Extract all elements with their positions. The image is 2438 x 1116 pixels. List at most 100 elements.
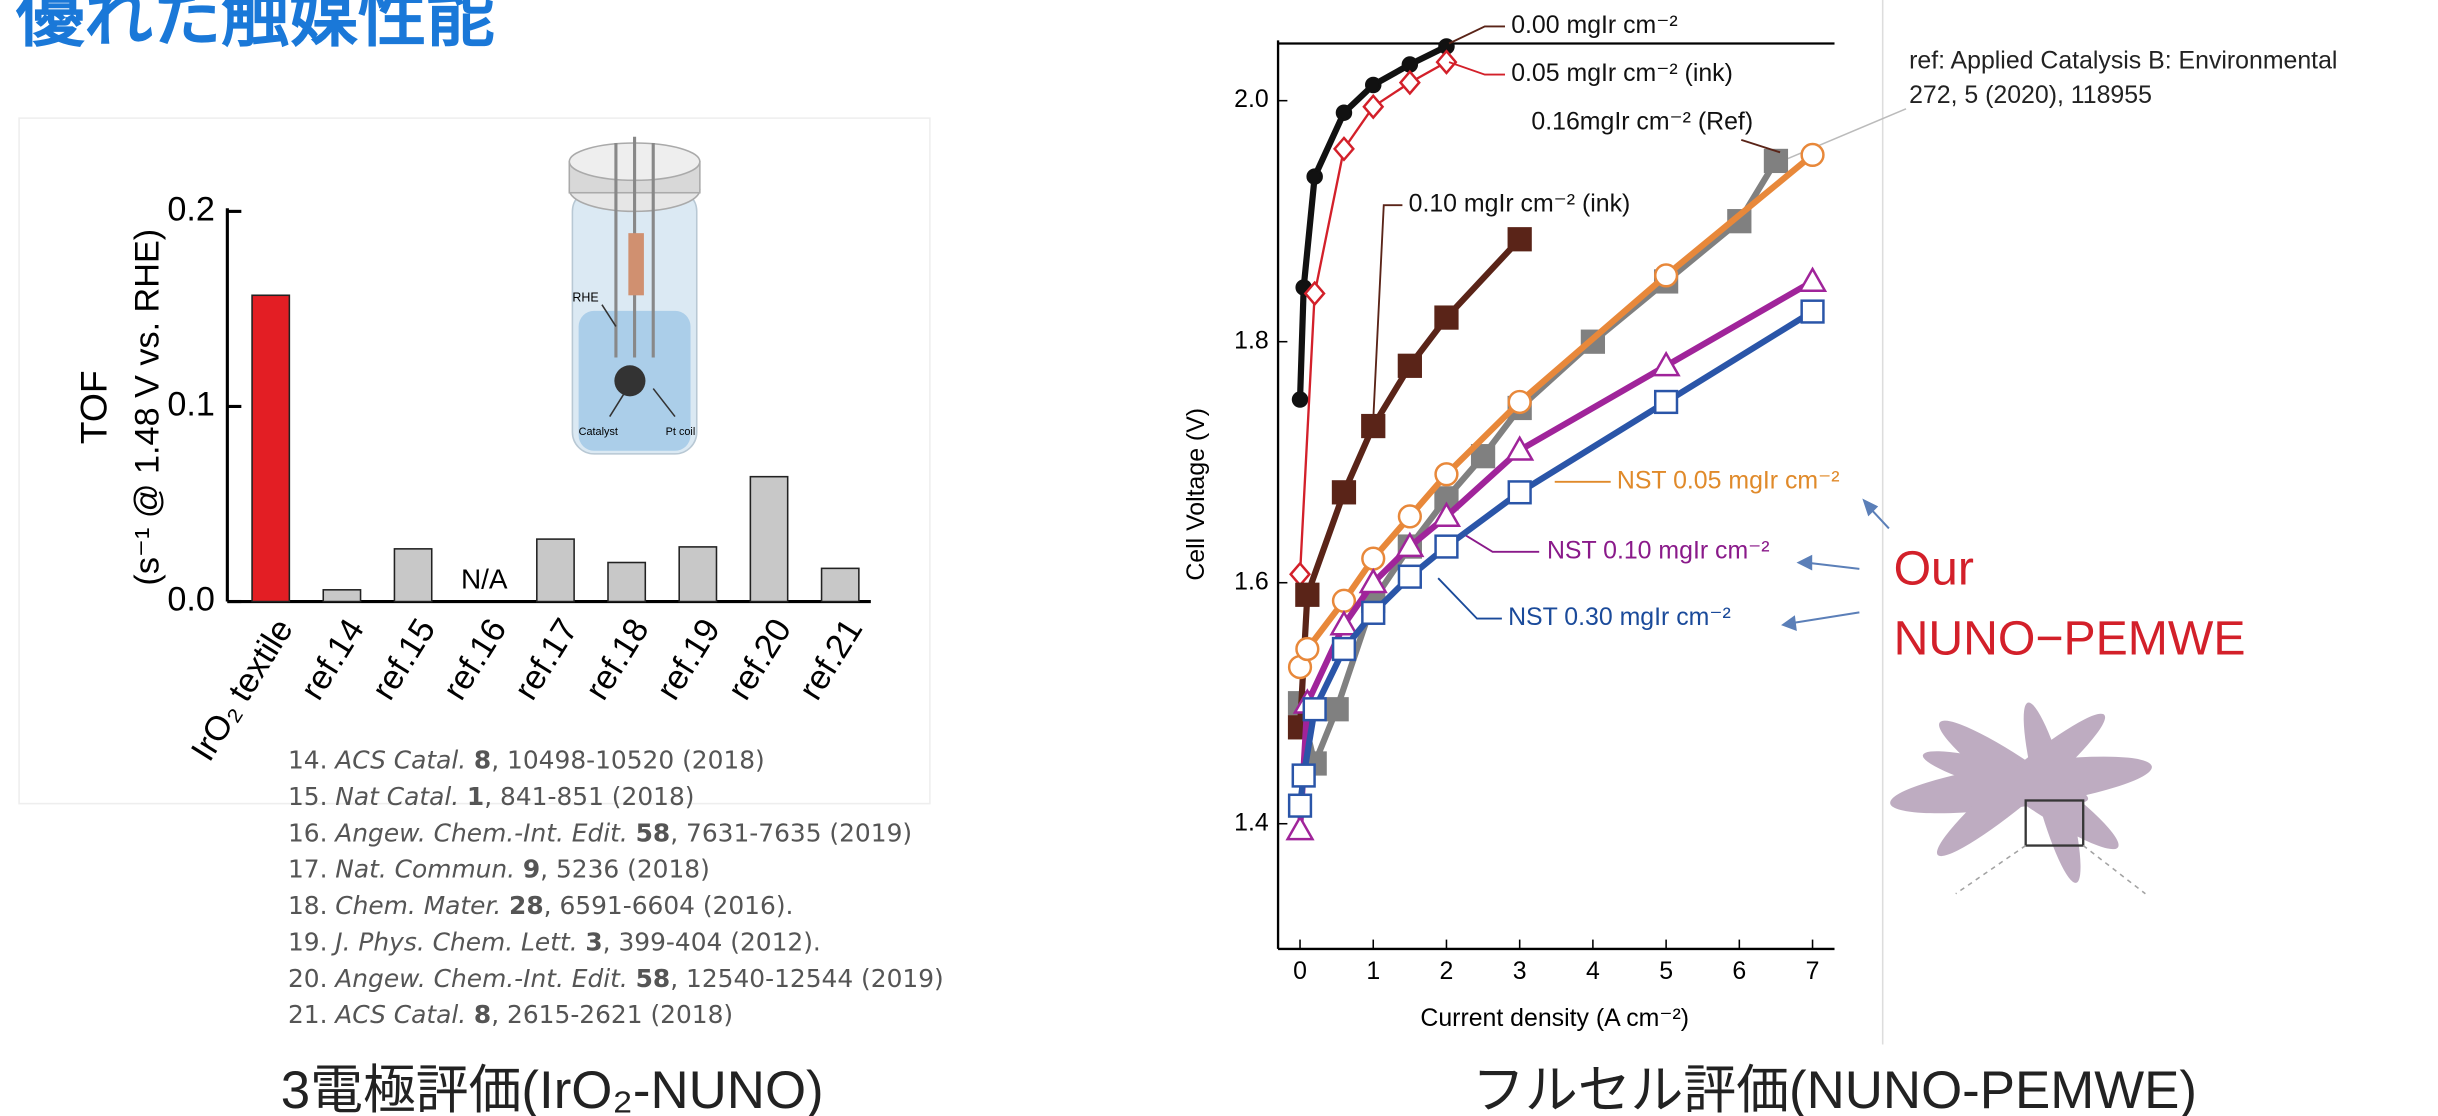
- marker: [1291, 391, 1309, 408]
- reference-part: 1: [467, 782, 484, 811]
- marker: [1287, 793, 1313, 818]
- marker: [1507, 389, 1532, 415]
- reference-part: 58: [636, 964, 671, 993]
- reference-part: 8: [474, 746, 491, 775]
- slide-title: 優れた触媒性能: [15, 0, 495, 55]
- reference: 17. Nat. Commun. 9, 5236 (2018): [288, 855, 710, 884]
- marker: [1335, 104, 1353, 121]
- marker: [1295, 636, 1320, 662]
- marker: [1361, 600, 1386, 625]
- marker: [1285, 814, 1315, 841]
- marker: [1651, 350, 1681, 377]
- marker: [1797, 266, 1828, 293]
- leader-line: [1371, 204, 1403, 428]
- reference-part: 17.: [288, 855, 328, 884]
- series-label: 0.00 mgIr cm⁻²: [1511, 11, 1677, 39]
- pointer-arrows: [1781, 498, 1890, 632]
- marker: [1397, 504, 1422, 529]
- marker: [1331, 480, 1357, 505]
- reference-part: 3: [585, 927, 602, 956]
- x-tick-label: 4: [1586, 957, 1600, 985]
- reference-part: 16.: [288, 818, 328, 847]
- reference: 19. J. Phys. Chem. Lett. 3, 399-404 (2012)…: [288, 927, 821, 956]
- series-label: NST 0.10 mgIr cm⁻²: [1547, 536, 1770, 564]
- marker: [1302, 697, 1327, 722]
- leader-line: [1437, 577, 1502, 620]
- bar: [251, 294, 291, 603]
- x-tick-label: 2: [1440, 957, 1454, 985]
- reference-part: , 5236 (2018): [540, 855, 710, 884]
- marker: [1365, 76, 1382, 94]
- reference-part: , 399-404 (2012).: [603, 927, 821, 956]
- panel-frame: [18, 117, 931, 805]
- reference-part: Angew. Chem.-Int. Edit.: [333, 818, 628, 847]
- series-label: 0.05 mgIr cm⁻² (ink): [1511, 59, 1733, 87]
- reference-part: ACS Catal.: [333, 746, 466, 775]
- cell-illustration: [568, 136, 701, 455]
- marker: [1431, 501, 1462, 528]
- marker: [1289, 561, 1311, 588]
- marker: [1800, 299, 1825, 324]
- reference: 21. ACS Catal. 8, 2615-2621 (2018): [288, 1000, 733, 1029]
- nanostructure-illustration: [1890, 702, 2152, 895]
- bar: [536, 538, 575, 603]
- reference-part: 58: [636, 818, 671, 847]
- bar: [820, 567, 860, 603]
- y-tick-label: 0.2: [167, 190, 215, 228]
- marker: [1397, 353, 1422, 378]
- y-tick-label: 1.4: [1234, 808, 1269, 836]
- y-axis-label: (s⁻¹ @ 1.48 V vs. RHE): [129, 229, 167, 586]
- x-tick-label: 3: [1513, 957, 1527, 985]
- x-tick-label: 0: [1293, 957, 1307, 985]
- marker: [1763, 148, 1789, 174]
- leader-line: [1448, 61, 1505, 76]
- marker: [1331, 636, 1357, 662]
- reference: 18. Chem. Mater. 28, 6591-6604 (2016).: [288, 891, 793, 920]
- marker: [1329, 609, 1359, 636]
- series-line: [1297, 159, 1779, 774]
- marker: [1306, 168, 1323, 185]
- y-tick-label: 0.0: [167, 581, 215, 619]
- reference-part: Chem. Mater.: [335, 891, 501, 920]
- y-tick-label: 0.1: [167, 385, 215, 423]
- marker: [1401, 56, 1419, 73]
- marker: [1434, 534, 1459, 559]
- reference-part: 28: [509, 891, 544, 920]
- reference-part: 9: [523, 855, 540, 884]
- reference: 16. Angew. Chem.-Int. Edit. 58, 7631-7635 …: [288, 818, 912, 847]
- series-label: 0.16mgIr cm⁻² (Ref): [1531, 107, 1753, 135]
- series-label: NST 0.30 mgIr cm⁻²: [1508, 603, 1731, 631]
- bar: [607, 561, 647, 603]
- marker: [1653, 263, 1679, 288]
- y-tick-label: 1.6: [1234, 567, 1269, 595]
- reference-part: 20.: [288, 964, 328, 993]
- marker: [1470, 444, 1496, 469]
- marker: [1434, 305, 1459, 330]
- marker: [1434, 462, 1459, 487]
- inset-label: Catalyst: [579, 426, 618, 438]
- series-label: NST 0.05 mgIr cm⁻²: [1617, 466, 1840, 494]
- marker: [1398, 69, 1421, 96]
- marker: [1324, 697, 1349, 722]
- inset-label: Pt coil: [666, 426, 696, 438]
- x-tick-label: 5: [1659, 957, 1673, 985]
- leader-line: [1464, 533, 1540, 553]
- x-tick-label: 6: [1732, 957, 1746, 985]
- marker: [1291, 763, 1316, 788]
- marker: [1362, 93, 1385, 120]
- marker: [1303, 280, 1326, 307]
- reference-part: ACS Catal.: [333, 1000, 466, 1029]
- marker: [1295, 582, 1320, 607]
- reference-part: , 841-851 (2018): [484, 782, 694, 811]
- reference-part: 19.: [288, 927, 328, 956]
- reference-part: , 7631-7635 (2019): [670, 818, 912, 847]
- reference-part: 14.: [288, 746, 328, 775]
- reference: 15. Nat Catal. 1, 841-851 (2018): [288, 782, 695, 811]
- y-axis-label: Cell Voltage (V): [1182, 408, 1210, 581]
- reference: 14. ACS Catal. 8, 10498-10520 (2018): [288, 746, 765, 775]
- y-tick-label: 1.8: [1234, 326, 1269, 354]
- marker: [1361, 546, 1386, 571]
- marker: [1505, 435, 1535, 461]
- marker: [1507, 227, 1532, 252]
- marker: [1332, 136, 1355, 162]
